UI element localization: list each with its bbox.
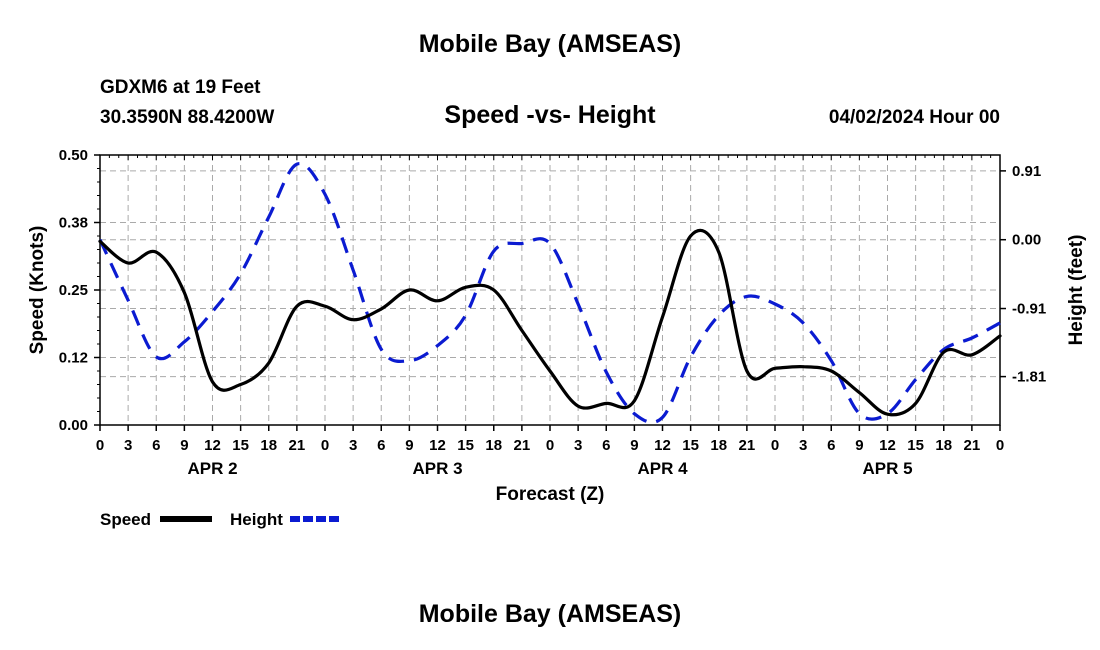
x-tick-label: 6 (377, 437, 385, 454)
day-label: APR 5 (862, 459, 912, 478)
x-tick-label: 18 (260, 437, 277, 454)
x-tick-label: 0 (546, 437, 554, 454)
day-label: APR 2 (187, 459, 237, 478)
x-tick-label: 9 (855, 437, 863, 454)
y-tick-label: 0.12 (59, 350, 88, 367)
day-label: APR 3 (412, 459, 462, 478)
x-axis-label: Forecast (Z) (496, 484, 605, 505)
x-tick-label: 18 (710, 437, 727, 454)
x-tick-label: 0 (96, 437, 104, 454)
x-tick-label: 15 (232, 437, 249, 454)
y-tick-label: 0.50 (59, 147, 88, 164)
x-tick-label: 9 (180, 437, 188, 454)
x-tick-label: 12 (879, 437, 896, 454)
x-tick-label: 0 (996, 437, 1004, 454)
y2-tick-label: -0.91 (1012, 301, 1046, 318)
y2-tick-label: 0.00 (1012, 232, 1041, 249)
x-tick-label: 3 (574, 437, 582, 454)
y2-axis-label: Height (feet) (1066, 235, 1087, 346)
x-tick-label: 15 (682, 437, 699, 454)
x-tick-label: 9 (405, 437, 413, 454)
legend-speed-label: Speed (100, 510, 151, 529)
x-tick-label: 21 (739, 437, 756, 454)
x-tick-label: 15 (907, 437, 924, 454)
speed-height-chart: 0 3 6 9 12 15 18 21 0 3 6 9 12 15 18 21 0 3 6 9 12 15 18 21 0 3 6 9… (0, 0, 1100, 650)
height-series-line (100, 164, 1000, 423)
x-tick-label: 12 (654, 437, 671, 454)
x-tick-label: 0 (321, 437, 329, 454)
x-tick-label: 6 (152, 437, 160, 454)
day-label: APR 4 (637, 459, 688, 478)
x-tick-label: 21 (964, 437, 981, 454)
y-tick-label: 0.00 (59, 417, 88, 434)
x-tick-label: 6 (827, 437, 835, 454)
x-tick-label: 9 (630, 437, 638, 454)
legend-height-label: Height (230, 510, 283, 529)
y2-tick-label: -1.81 (1012, 369, 1046, 386)
x-tick-label: 18 (935, 437, 952, 454)
x-tick-label: 21 (514, 437, 531, 454)
x-tick-label: 18 (485, 437, 502, 454)
y-tick-label: 0.38 (59, 215, 88, 232)
x-tick-label: 12 (204, 437, 221, 454)
x-tick-label: 21 (289, 437, 306, 454)
y-tick-label: 0.25 (59, 282, 88, 299)
x-tick-label: 3 (349, 437, 357, 454)
x-tick-label: 3 (124, 437, 132, 454)
x-tick-label: 12 (429, 437, 446, 454)
x-tick-label: 6 (602, 437, 610, 454)
x-tick-label: 0 (771, 437, 779, 454)
x-tick-label: 15 (457, 437, 474, 454)
y2-tick-label: 0.91 (1012, 163, 1041, 180)
x-tick-label: 3 (799, 437, 807, 454)
y-axis-label: Speed (Knots) (27, 226, 48, 355)
